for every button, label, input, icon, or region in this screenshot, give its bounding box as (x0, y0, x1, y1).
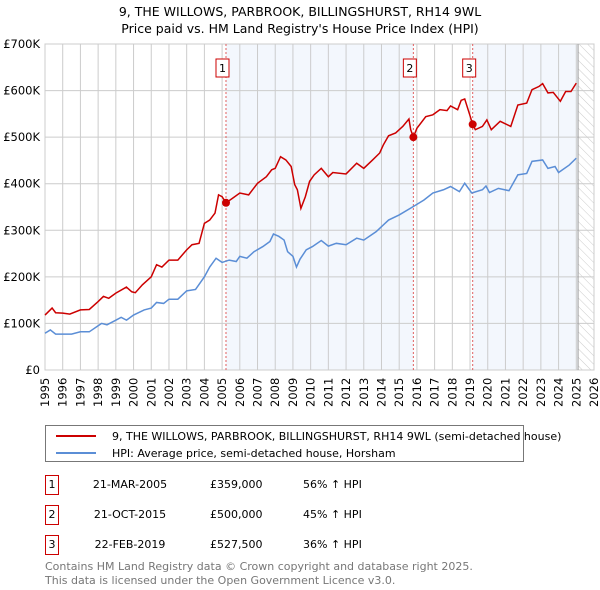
sale-point (409, 133, 418, 142)
x-tick-label: 2005 (215, 378, 229, 407)
x-tick-label: 2008 (268, 378, 282, 407)
legend-label: 9, THE WILLOWS, PARBROOK, BILLINGSHURST,… (112, 429, 562, 443)
y-tick-label: £300K (3, 223, 40, 237)
x-tick-label: 2006 (233, 378, 247, 407)
sale-number: 3 (45, 535, 59, 555)
sale-date: 22-FEB-2019 (94, 538, 166, 551)
x-tick-label: 2013 (357, 378, 371, 407)
x-tick-label: 2025 (569, 378, 583, 407)
x-tick-label: 2016 (410, 378, 424, 407)
sale-price: £359,000 (210, 478, 263, 491)
x-tick-label: 2017 (428, 378, 442, 407)
sale-hpi: 45% ↑ HPI (303, 508, 362, 521)
legend-label: HPI: Average price, semi-detached house,… (112, 446, 396, 460)
sale-price: £500,000 (210, 508, 263, 521)
footer-copyright: Contains HM Land Registry data © Crown c… (45, 560, 473, 573)
x-tick-label: 2015 (392, 378, 406, 407)
sale-label-number: 3 (466, 62, 473, 75)
forecast-hatch (578, 44, 594, 370)
legend-swatch-blue (56, 452, 96, 454)
x-tick-label: 2020 (481, 378, 495, 407)
x-tick-label: 2023 (534, 378, 548, 407)
chart-subtitle: Price paid vs. HM Land Registry's House … (121, 21, 479, 36)
sale-hpi: 36% ↑ HPI (303, 538, 362, 551)
sale-hpi: 56% ↑ HPI (303, 478, 362, 491)
x-tick-label: 2007 (251, 378, 265, 407)
ownership-shade-3 (472, 44, 579, 370)
plot-area: 1995 1996 1997 1998 1999 2000 2001 2002 2003 2004… (3, 37, 600, 407)
x-tick-label: 2018 (445, 378, 459, 407)
y-tick-label: £600K (3, 84, 40, 98)
legend-item-property: 9, THE WILLOWS, PARBROOK, BILLINGSHURST,… (56, 428, 561, 444)
sale-label-number: 1 (219, 62, 226, 75)
plot-border (44, 43, 595, 371)
legend: 9, THE WILLOWS, PARBROOK, BILLINGSHURST,… (45, 425, 561, 462)
x-tick-label: 2012 (339, 378, 353, 407)
legend-item-hpi: HPI: Average price, semi-detached house,… (56, 445, 396, 461)
x-tick-label: 1998 (91, 378, 105, 407)
x-tick-label: 2026 (587, 378, 600, 407)
y-tick-label: £200K (3, 270, 40, 284)
y-tick-label: £700K (3, 37, 40, 51)
chart-title: 9, THE WILLOWS, PARBROOK, BILLINGSHURST,… (118, 4, 482, 19)
x-tick-label: 2010 (304, 378, 318, 407)
sale-label-box (462, 58, 477, 78)
y-tick-label: £500K (3, 130, 40, 144)
sale-row-2: 2 21-OCT-2015 £500,000 45% ↑ HPI (45, 505, 575, 525)
x-tick-label: 2004 (197, 378, 211, 407)
ownership-shade-1 (225, 44, 414, 370)
sale-label-box (215, 58, 230, 78)
sale-date: 21-MAR-2005 (92, 478, 168, 491)
y-tick-label: £0 (25, 363, 40, 377)
x-tick-label: 2003 (180, 378, 194, 407)
footer-licence: This data is licensed under the Open Gov… (45, 574, 396, 587)
x-tick-label: 1999 (109, 378, 123, 407)
x-tick-label: 2001 (144, 378, 158, 407)
x-tick-label: 1996 (56, 378, 70, 407)
sale-row-3: 3 22-FEB-2019 £527,500 36% ↑ HPI (45, 535, 575, 555)
sale-point (468, 120, 477, 129)
x-tick-label: 2014 (374, 378, 388, 407)
x-tick-label: 2011 (321, 378, 335, 407)
x-tick-label: 2002 (162, 378, 176, 407)
x-tick-label: 2009 (286, 378, 300, 407)
x-tick-label: 1995 (38, 378, 52, 407)
sale-label-number: 2 (406, 62, 413, 75)
legend-swatch-red (56, 435, 96, 437)
sale-row-1: 1 21-MAR-2005 £359,000 56% ↑ HPI (45, 475, 575, 495)
sale-date: 21-OCT-2015 (93, 508, 167, 521)
sale-label-box (402, 58, 417, 78)
x-tick-label: 2022 (516, 378, 530, 407)
sale-price: £527,500 (210, 538, 263, 551)
property-price-line (44, 82, 577, 316)
y-tick-label: £400K (3, 177, 40, 191)
sale-point (221, 198, 230, 207)
x-tick-label: 2021 (498, 378, 512, 407)
x-tick-label: 2024 (552, 378, 566, 407)
x-tick-label: 2000 (127, 378, 141, 407)
sale-number: 2 (45, 505, 59, 525)
y-tick-label: £100K (3, 316, 40, 330)
hpi-line (44, 157, 577, 335)
x-tick-label: 1997 (73, 378, 87, 407)
x-tick-label: 2019 (463, 378, 477, 407)
sale-number: 1 (45, 475, 59, 495)
